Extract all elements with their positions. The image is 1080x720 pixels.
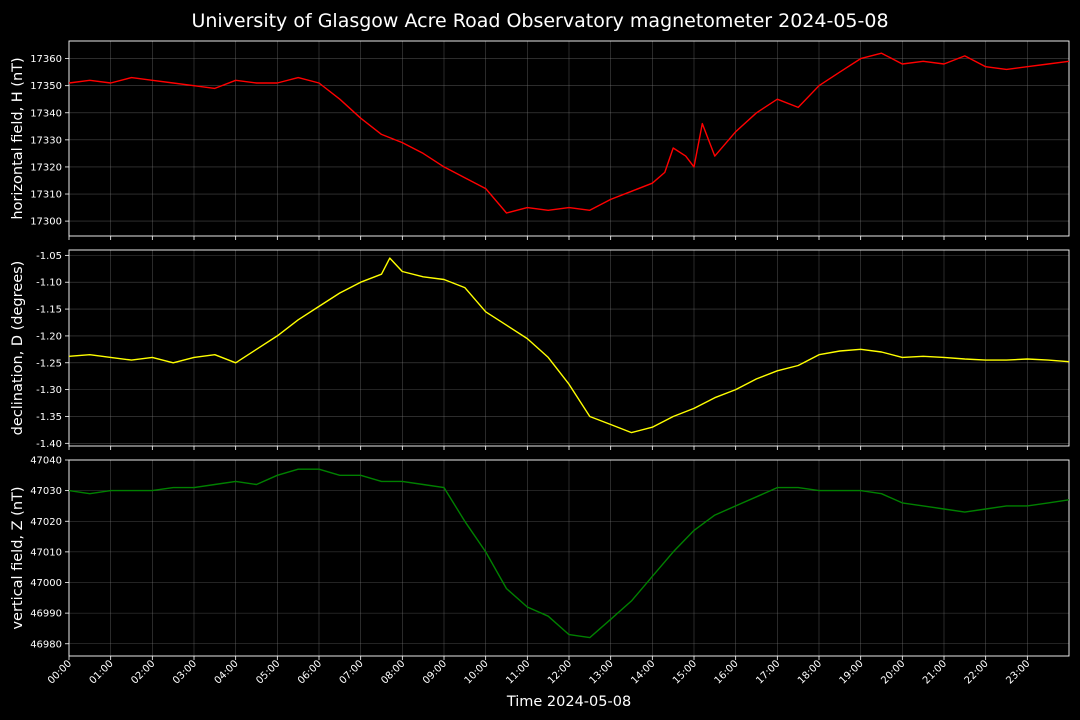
x-tick-label: 22:00: [963, 658, 991, 686]
x-tick-label: 15:00: [671, 658, 699, 686]
y-tick-label: -1.15: [36, 305, 62, 316]
d-panel: -1.05 -1.10 -1.15 -1.20 -1.25 -1.30 -1.35 -1.40…: [10, 249, 1070, 450]
x-tick-label: 09:00: [421, 658, 449, 686]
y-tick-label: 46980: [30, 639, 62, 650]
y-tick-label: -1.30: [36, 385, 62, 396]
x-tick-label: 21:00: [921, 658, 949, 686]
x-tick-label: 20:00: [879, 658, 907, 686]
y-tick-label: 17350: [30, 81, 62, 92]
y-tick-label: -1.10: [36, 278, 62, 289]
x-tick-label: 02:00: [129, 658, 157, 686]
x-tick-label: 04:00: [213, 658, 241, 686]
x-tick-label: 23:00: [1004, 658, 1032, 686]
series-line: [69, 468, 1069, 639]
y-tick-label: -1.40: [36, 439, 62, 450]
y-tick-label: -1.20: [36, 331, 62, 342]
x-tick-label: 16:00: [713, 658, 741, 686]
y-tick-label: 17320: [30, 162, 62, 173]
y-tick-label: 47000: [30, 578, 62, 589]
y-axis-label: vertical field, Z (nT): [10, 486, 26, 629]
x-tick-label: 07:00: [338, 658, 366, 686]
series-line: [69, 257, 1069, 434]
h-panel: 17300 17310 17320 17330 17340 17350 17360 horiz…: [10, 40, 1070, 240]
x-tick-label: 01:00: [88, 658, 116, 686]
x-tick-label: 08:00: [379, 658, 407, 686]
axes-frame: [68, 249, 1070, 447]
x-tick-label: 03:00: [171, 658, 199, 686]
x-tick-label: 14:00: [629, 658, 657, 686]
y-tick-label: 47030: [30, 486, 62, 497]
x-tick-label: 00:00: [46, 658, 74, 686]
y-tick-label: 47010: [30, 547, 62, 558]
x-tick-label: 19:00: [838, 658, 866, 686]
x-tick-label: 05:00: [254, 658, 282, 686]
axes-frame: [68, 459, 1070, 657]
y-tick-label: 17300: [30, 217, 62, 228]
x-tick-label: 10:00: [463, 658, 491, 686]
y-tick-label: -1.35: [36, 412, 62, 423]
z-panel: 46980 46990 47000 47010 47020 47030 47040 verti…: [10, 456, 1070, 660]
y-tick-label: -1.05: [36, 251, 62, 262]
x-tick-label: 13:00: [588, 658, 616, 686]
y-tick-label: 17330: [30, 135, 62, 146]
y-tick-label: 47040: [30, 456, 62, 467]
chart-title: University of Glasgow Acre Road Observat…: [191, 10, 889, 32]
x-axis-label: Time 2024-05-08: [506, 694, 631, 710]
y-tick-label: 17340: [30, 108, 62, 119]
y-tick-label: 17310: [30, 190, 62, 201]
x-tick-label: 17:00: [754, 658, 782, 686]
y-tick-label: 47020: [30, 517, 62, 528]
y-axis-label: horizontal field, H (nT): [10, 57, 26, 219]
x-tick-label: 11:00: [504, 658, 532, 686]
y-tick-label: 17360: [30, 54, 62, 65]
x-tick-label: 06:00: [296, 658, 324, 686]
x-tick-label: 18:00: [796, 658, 824, 686]
y-axis-label: declination, D (degrees): [10, 261, 26, 436]
x-tick-label: 12:00: [546, 658, 574, 686]
axes-frame: [68, 40, 1070, 237]
series-line: [69, 52, 1069, 214]
y-tick-label: 46990: [30, 609, 62, 620]
y-tick-label: -1.25: [36, 358, 62, 369]
